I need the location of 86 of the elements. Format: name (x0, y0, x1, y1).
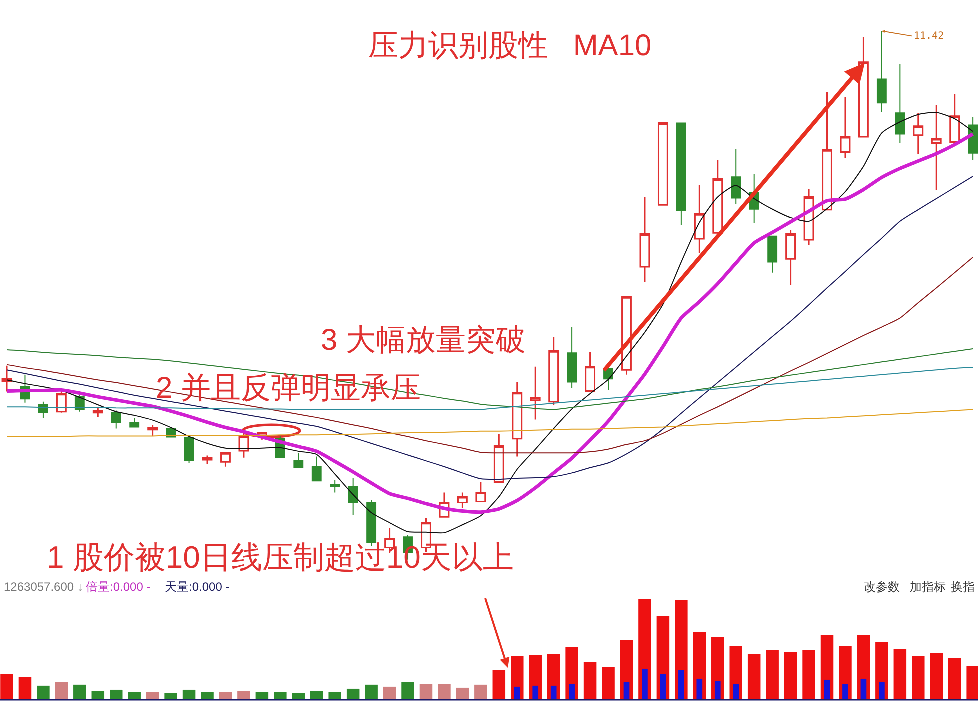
bar (660, 674, 666, 700)
bar (474, 684, 488, 700)
annotation: 1 股价被10日线压制超过10天以上 (47, 540, 514, 575)
bar (238, 690, 250, 700)
candlestick (494, 433, 504, 483)
candlestick (913, 112, 924, 156)
candlestick (968, 116, 978, 161)
bar (948, 658, 962, 700)
bar (37, 686, 50, 700)
bar (912, 656, 925, 700)
candlestick (330, 480, 340, 494)
bar (584, 662, 597, 700)
annotation: 3 大幅放量突破 (321, 324, 526, 357)
candlestick (822, 91, 832, 211)
bar (402, 682, 414, 700)
text: 改参数 (864, 580, 900, 594)
bar (894, 648, 907, 700)
text: 倍量:0.000 - (86, 580, 151, 594)
bar (766, 650, 779, 700)
bar (569, 684, 575, 700)
bar (842, 684, 848, 700)
candlestick (111, 410, 122, 430)
bar (550, 686, 557, 700)
candlestick (858, 36, 869, 138)
candlestick (786, 229, 796, 286)
chart-title: 压力识别股性 MA10 (368, 30, 652, 62)
candlestick (585, 351, 596, 393)
candlestick (457, 492, 468, 509)
candlestick (294, 452, 304, 468)
bar (492, 670, 506, 700)
bar (678, 670, 684, 700)
bar (860, 678, 867, 700)
candlestick (676, 122, 686, 226)
text: 换指 (951, 580, 975, 594)
bar (18, 676, 32, 700)
bar (714, 680, 721, 700)
candlestick (768, 236, 778, 274)
text: 天量:0.000 - (165, 580, 230, 594)
candlestick (567, 326, 578, 389)
bar (966, 666, 978, 700)
bar (696, 678, 703, 700)
candlestick (148, 424, 158, 437)
candlestick (348, 477, 358, 516)
bar (74, 684, 86, 700)
candlestick (712, 159, 724, 234)
candlestick (56, 389, 67, 414)
bar (642, 668, 648, 700)
bar (879, 682, 885, 700)
bar (802, 650, 816, 700)
bar (456, 688, 470, 700)
candlestick (731, 148, 742, 205)
bar (930, 653, 943, 700)
candlestick (548, 336, 560, 406)
bar (55, 682, 68, 700)
bar (824, 680, 830, 700)
candlestick (931, 104, 942, 192)
bar (365, 684, 378, 700)
text: 1263057.600 ↓ (4, 580, 84, 594)
bar (110, 690, 123, 700)
bar (438, 684, 451, 700)
bar (0, 674, 14, 700)
bar (733, 684, 740, 700)
text: 加指标 (910, 580, 946, 594)
candlestick (220, 451, 231, 468)
bar (310, 690, 324, 700)
bar (420, 684, 433, 700)
annotation: 11.42 (914, 31, 944, 42)
candlestick (840, 96, 851, 159)
candlestick (694, 184, 705, 254)
bar (784, 652, 798, 700)
candlestick (950, 93, 960, 143)
candlestick (530, 366, 541, 421)
candlestick (512, 382, 523, 458)
candlestick (640, 196, 650, 284)
candlestick (476, 481, 486, 502)
candlestick (658, 122, 668, 206)
candlestick (130, 418, 140, 428)
bar (383, 686, 396, 700)
candlestick (312, 456, 322, 482)
bar (748, 654, 761, 700)
bar (602, 666, 615, 700)
candlestick (895, 63, 906, 144)
candlestick (184, 434, 194, 464)
candlestick (92, 406, 104, 418)
bar (514, 686, 520, 700)
bar (532, 686, 539, 700)
